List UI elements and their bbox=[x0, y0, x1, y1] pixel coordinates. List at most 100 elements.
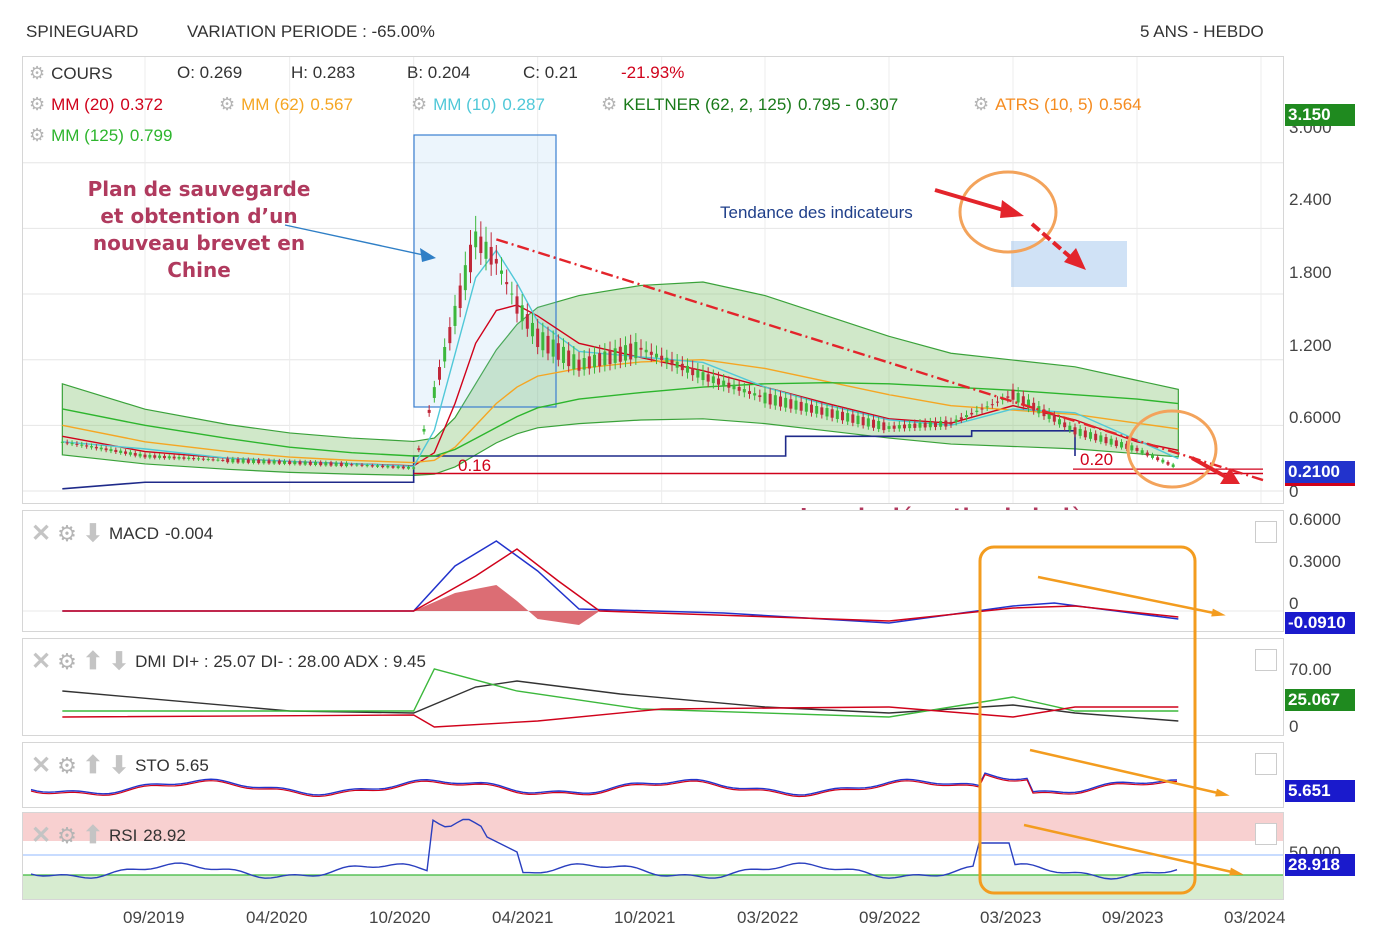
mm62-value: 0.567 bbox=[310, 94, 353, 114]
candle-body bbox=[515, 296, 519, 314]
candle-body bbox=[360, 464, 364, 466]
candle-body bbox=[262, 460, 266, 464]
ohlc-high: H: 0.283 bbox=[291, 63, 356, 82]
close-icon[interactable]: ✕ bbox=[31, 648, 52, 675]
arrow-up-icon[interactable]: ⬆ bbox=[82, 648, 103, 675]
arrow-down-icon[interactable]: ⬇ bbox=[108, 648, 130, 675]
candle-body bbox=[133, 453, 137, 456]
candle-body bbox=[939, 421, 943, 427]
gear-icon[interactable]: ⚙ bbox=[29, 63, 46, 83]
keltner-label: KELTNER (62, 2, 125) bbox=[623, 94, 792, 114]
candle-body bbox=[226, 458, 230, 463]
ohlc-close: C: 0.21 bbox=[523, 63, 578, 82]
mm10-value: 0.287 bbox=[502, 94, 545, 114]
candle-body bbox=[334, 462, 338, 466]
gear-icon[interactable]: ⚙ bbox=[57, 648, 77, 674]
panel-checkbox[interactable] bbox=[1255, 823, 1277, 845]
candle-body bbox=[877, 421, 881, 429]
candle-body bbox=[644, 349, 648, 353]
candle-body bbox=[753, 393, 757, 396]
arrow-up-icon[interactable]: ⬆ bbox=[82, 752, 103, 779]
mm10-label: MM (10) bbox=[433, 94, 497, 114]
candle-body bbox=[479, 236, 483, 254]
candle-body bbox=[701, 372, 705, 381]
macd-y-tick: 0.3000 bbox=[1289, 552, 1341, 571]
candle-body bbox=[784, 397, 788, 408]
candle-body bbox=[319, 462, 323, 466]
gear-icon[interactable]: ⚙ bbox=[219, 94, 236, 114]
candle-body bbox=[241, 459, 245, 463]
macd-y-tick: 0 bbox=[1289, 594, 1299, 613]
legend-cours: ⚙ COURS bbox=[29, 63, 113, 84]
x-tick: 10/2021 bbox=[614, 908, 676, 927]
candle-body bbox=[773, 395, 777, 406]
dmi-values: DI+ : 25.07 DI- : 28.00 ADX : 9.45 bbox=[172, 651, 426, 671]
level-label-016: 0.16 bbox=[458, 456, 492, 475]
candle-body bbox=[422, 428, 426, 432]
candle-body bbox=[639, 347, 643, 350]
candle-body bbox=[572, 354, 576, 370]
arrow-down-icon[interactable]: ⬇ bbox=[108, 752, 130, 779]
candle-body bbox=[158, 455, 162, 458]
candle-body bbox=[970, 412, 974, 415]
gear-icon[interactable]: ⚙ bbox=[29, 125, 46, 145]
arrow-down-icon[interactable]: ⬇ bbox=[82, 520, 103, 547]
candle-body bbox=[1135, 447, 1139, 451]
close-icon[interactable]: ✕ bbox=[31, 752, 52, 779]
gear-icon[interactable]: ⚙ bbox=[601, 94, 618, 114]
macd-tag: -0.0910 bbox=[1285, 612, 1355, 634]
candle-body bbox=[804, 403, 808, 412]
candle-body bbox=[221, 460, 225, 462]
rsi-overbought-zone bbox=[23, 813, 1283, 841]
candle-body bbox=[201, 458, 205, 460]
gear-icon[interactable]: ⚙ bbox=[57, 520, 77, 546]
candle-body bbox=[830, 409, 834, 418]
macd-histogram bbox=[413, 585, 600, 625]
di-minus-line bbox=[62, 706, 1179, 728]
candle-body bbox=[162, 455, 166, 459]
candle-body bbox=[866, 418, 870, 427]
rsi-oversold-zone bbox=[23, 875, 1283, 899]
candle-body bbox=[861, 417, 865, 426]
candle-body bbox=[934, 421, 937, 428]
candle-body bbox=[484, 241, 488, 259]
candle-body bbox=[872, 419, 875, 428]
close-icon[interactable]: ✕ bbox=[31, 822, 52, 849]
candle-body bbox=[737, 386, 741, 391]
candle-body bbox=[1125, 443, 1129, 449]
candle-body bbox=[1032, 402, 1036, 411]
candle-body bbox=[365, 464, 369, 467]
candle-body bbox=[489, 246, 493, 265]
candle-body bbox=[1016, 392, 1020, 403]
candle-body bbox=[810, 404, 813, 413]
candle-body bbox=[598, 353, 602, 367]
gear-icon[interactable]: ⚙ bbox=[973, 94, 990, 114]
panel-checkbox[interactable] bbox=[1255, 649, 1277, 671]
candle-body bbox=[520, 305, 524, 322]
candle-body bbox=[386, 465, 390, 468]
candle-body bbox=[85, 445, 89, 447]
gear-icon[interactable]: ⚙ bbox=[57, 752, 77, 778]
candle-body bbox=[448, 327, 452, 344]
panel-checkbox[interactable] bbox=[1255, 753, 1277, 775]
x-tick: 04/2021 bbox=[492, 908, 554, 927]
candle-body bbox=[954, 419, 958, 423]
gear-icon[interactable]: ⚙ bbox=[29, 94, 46, 114]
variation-label: VARIATION PERIODE : -65.00% bbox=[187, 22, 435, 41]
gear-icon[interactable]: ⚙ bbox=[411, 94, 428, 114]
candle-body bbox=[192, 457, 196, 460]
close-icon[interactable]: ✕ bbox=[31, 520, 52, 547]
arrow-up-icon[interactable]: ⬆ bbox=[82, 822, 103, 849]
candle-body bbox=[856, 415, 860, 425]
annotation-line: et obtention d’un bbox=[100, 204, 298, 228]
sto-panel: ✕ ⚙ ⬆ ⬇ STO 5.65 bbox=[22, 742, 1284, 808]
candle-body bbox=[453, 305, 457, 326]
candle-body bbox=[298, 461, 302, 465]
candle-body bbox=[825, 408, 829, 417]
candle-body bbox=[505, 282, 509, 285]
panel-checkbox[interactable] bbox=[1255, 521, 1277, 543]
candle-body bbox=[748, 391, 751, 394]
gear-icon[interactable]: ⚙ bbox=[57, 822, 77, 848]
candle-body bbox=[324, 462, 328, 466]
sto-tag: 5.651 bbox=[1285, 780, 1355, 802]
